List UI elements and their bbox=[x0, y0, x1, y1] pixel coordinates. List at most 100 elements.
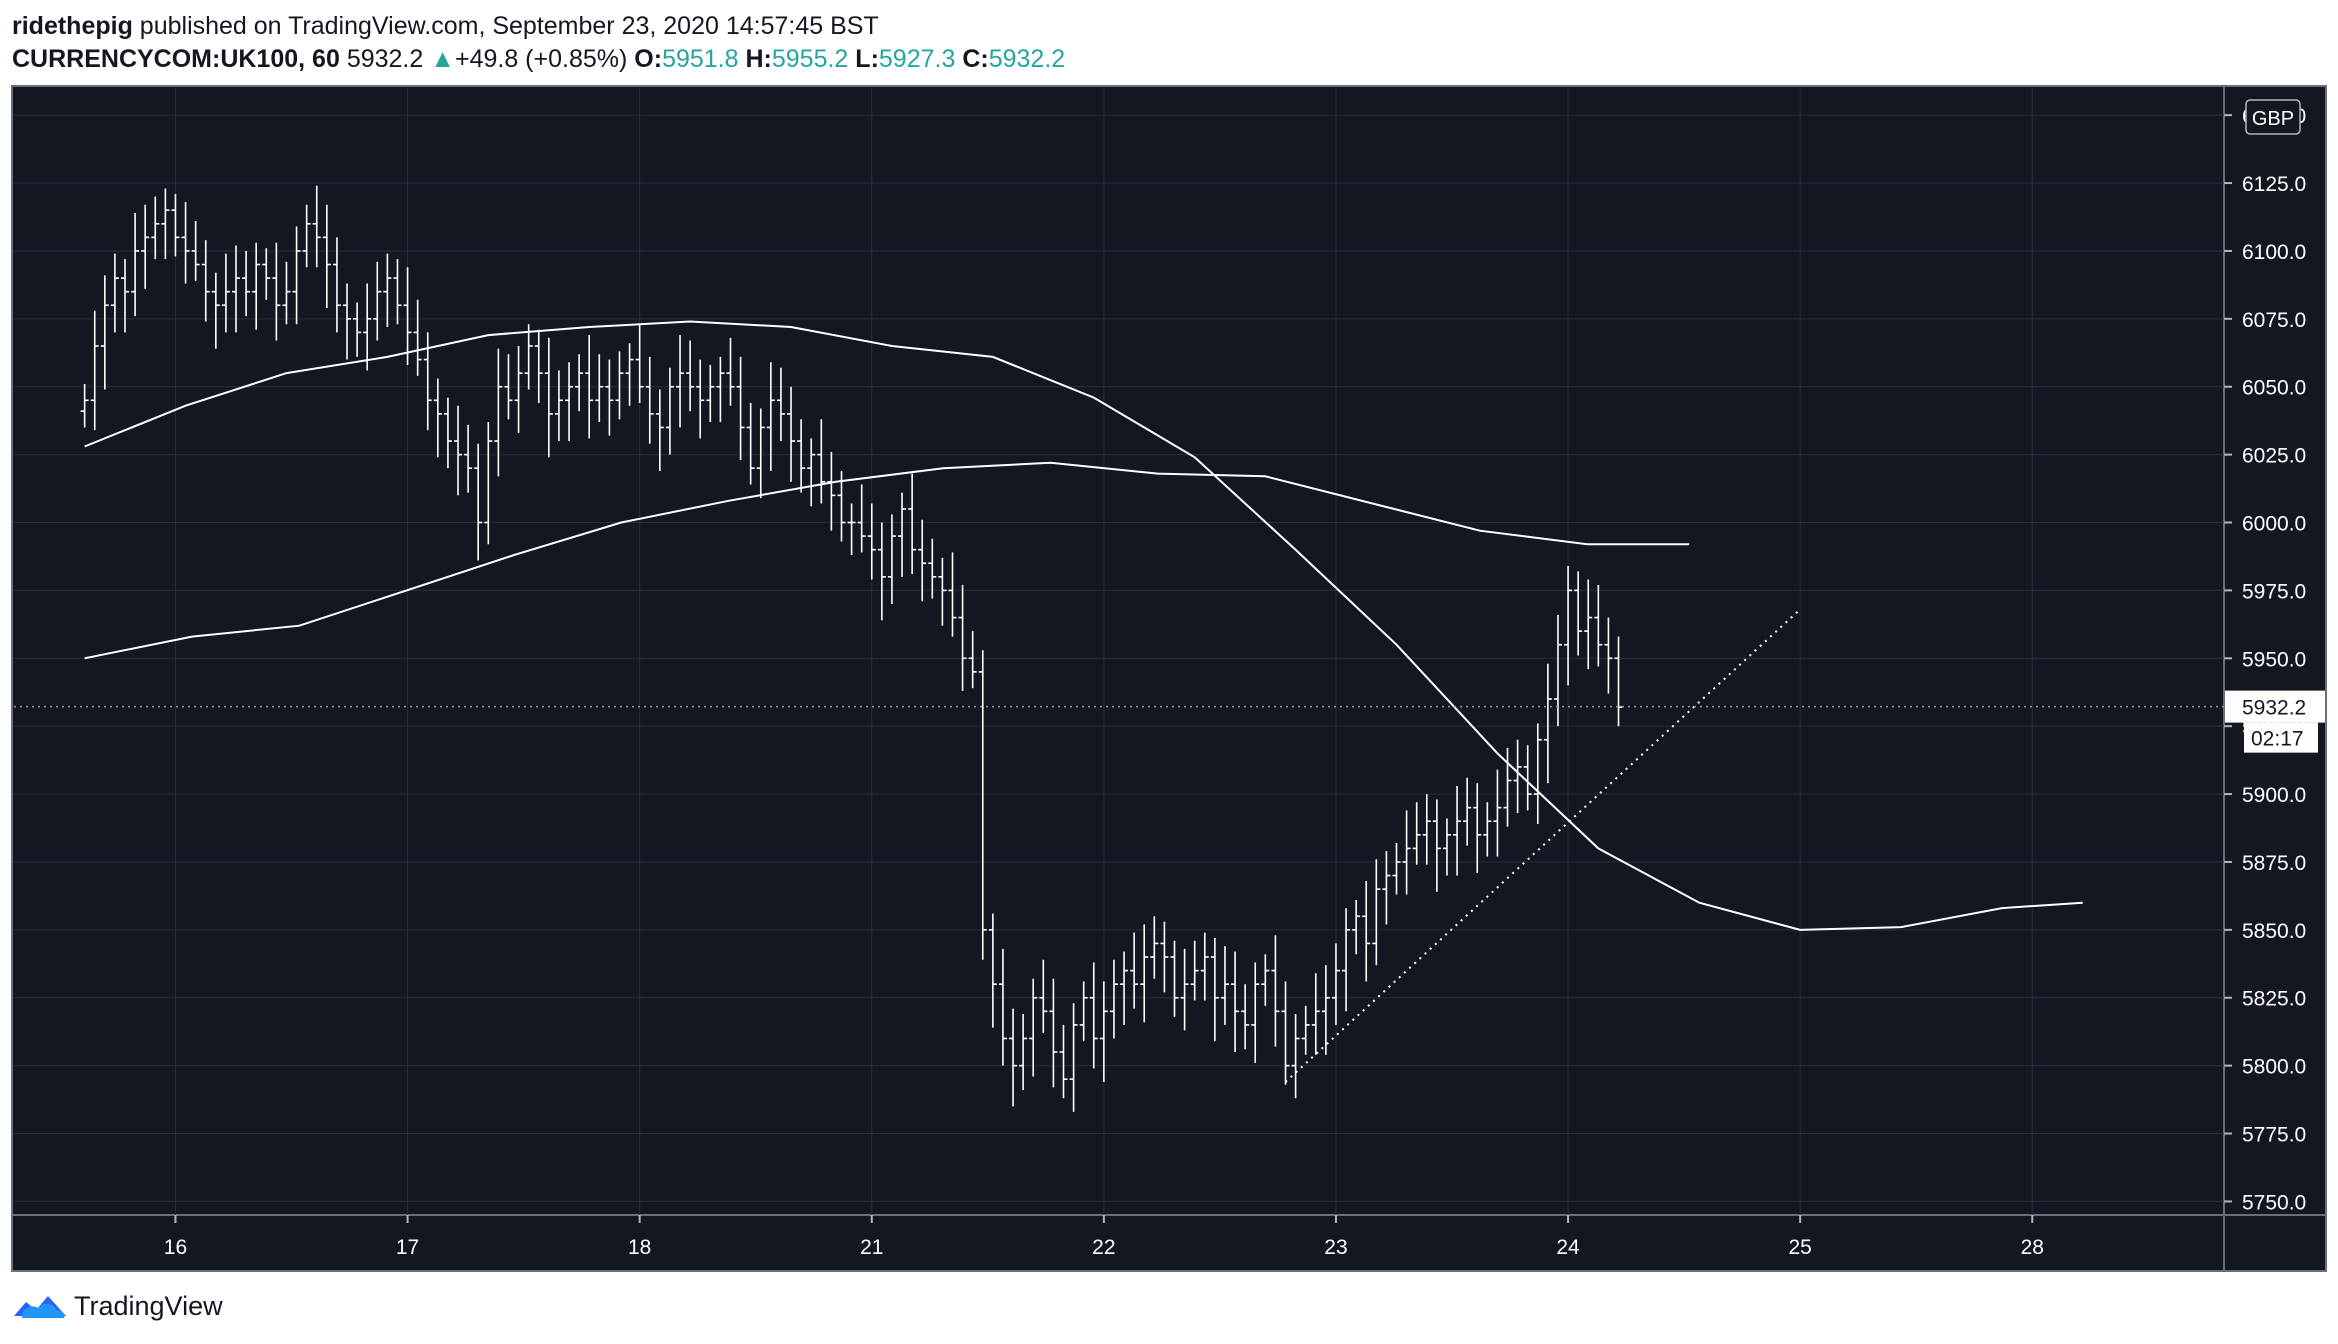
ohlc-bar bbox=[665, 367, 674, 455]
ohlc-bar bbox=[968, 631, 977, 689]
ohlc-bar bbox=[1009, 1008, 1018, 1107]
ohlc-bar bbox=[1382, 851, 1391, 925]
ohlc-bar bbox=[565, 362, 574, 442]
ohlc-bar bbox=[635, 324, 644, 404]
ohlc-bar bbox=[1453, 785, 1462, 876]
ohlc-bar bbox=[706, 364, 715, 423]
ohlc-bar bbox=[645, 356, 654, 444]
ohlc-bar bbox=[837, 470, 846, 542]
ohlc-bar bbox=[110, 253, 119, 333]
ohlc-bar bbox=[716, 356, 725, 423]
ohlc-bar bbox=[877, 522, 886, 621]
ohlc-bar bbox=[1180, 948, 1189, 1031]
author-name[interactable]: ridethepig bbox=[12, 12, 133, 40]
ohlc-bar bbox=[1059, 1024, 1068, 1099]
grid bbox=[12, 86, 2326, 1271]
ohlc-bar bbox=[1473, 783, 1482, 873]
ohlc-bar bbox=[1079, 981, 1088, 1042]
ohlc-bar bbox=[928, 538, 937, 599]
time-axis[interactable]: 16 17 18 21 22 23 24 25 28 bbox=[164, 1215, 2044, 1259]
tradingview-logo-icon bbox=[14, 1296, 66, 1318]
ohlc-bar bbox=[1029, 978, 1038, 1077]
price-axis[interactable]: 6150.06125.06100.06075.06050.06025.06000… bbox=[2224, 99, 2325, 1214]
ohlc-bar bbox=[1160, 921, 1169, 993]
ohlc-bar bbox=[1574, 571, 1583, 656]
ohlc-bar bbox=[776, 367, 785, 442]
y-tick-label: 5775.0 bbox=[2242, 1124, 2306, 1147]
ohlc-bar bbox=[887, 514, 896, 604]
x-tick-label: 23 bbox=[1324, 1236, 1347, 1259]
ohlc-bar bbox=[655, 389, 664, 471]
ohlc-bar bbox=[211, 272, 220, 349]
ohlc-bar bbox=[232, 245, 241, 333]
ohlc-bar bbox=[252, 242, 261, 330]
ohlc-bar bbox=[1594, 584, 1603, 667]
symbol-name[interactable]: CURRENCYCOM:UK100, 60 bbox=[12, 45, 340, 73]
y-tick-label: 6050.0 bbox=[2242, 377, 2306, 400]
x-tick-label: 21 bbox=[860, 1236, 883, 1259]
ohlc-bar bbox=[443, 397, 452, 469]
ohlc-bar bbox=[1019, 1014, 1028, 1091]
ohlc-bar bbox=[1432, 799, 1441, 892]
ohlc-bar bbox=[514, 345, 523, 433]
y-tick-label: 6000.0 bbox=[2242, 513, 2306, 536]
ohlc-bar bbox=[131, 212, 140, 317]
low-value: 5927.3 bbox=[878, 45, 956, 73]
ohlc-bar bbox=[433, 378, 442, 458]
ohlc-bar bbox=[272, 242, 281, 341]
ohlc-bar bbox=[1463, 777, 1472, 846]
ohlc-bar bbox=[918, 519, 927, 602]
ohlc-bar bbox=[262, 248, 271, 300]
ohlc-bar bbox=[494, 348, 503, 477]
ohlc-bar bbox=[454, 405, 463, 496]
moving-average-fast bbox=[84, 320, 2083, 931]
ohlc-bar bbox=[1442, 818, 1451, 876]
ohlc-bar bbox=[908, 473, 917, 575]
footer-brand[interactable]: TradingView bbox=[12, 1290, 223, 1322]
x-tick-label: 22 bbox=[1092, 1236, 1115, 1259]
ohlc-bar bbox=[1291, 1014, 1300, 1099]
ohlc-bar bbox=[1493, 769, 1502, 857]
ohlc-bar bbox=[292, 226, 301, 325]
countdown-box bbox=[2244, 722, 2318, 753]
ohlc-bar bbox=[353, 302, 362, 357]
ohlc-bars bbox=[80, 185, 1623, 1112]
ohlc-bar bbox=[554, 370, 563, 442]
ohlc-bar bbox=[302, 204, 311, 268]
ohlc-bar bbox=[1140, 924, 1149, 1023]
ohlc-bar bbox=[857, 484, 866, 553]
ohlc-bar bbox=[625, 343, 634, 406]
symbol-ohlc-line: CURRENCYCOM:UK100, 60 5932.2 ▲+49.8 (+0.… bbox=[12, 42, 1065, 76]
ohlc-bar bbox=[1241, 984, 1250, 1050]
high-label: H: bbox=[745, 45, 772, 73]
ohlc-bar bbox=[121, 259, 130, 333]
trendline bbox=[1284, 608, 1801, 1083]
x-tick-label: 28 bbox=[2021, 1236, 2044, 1259]
ohlc-bar bbox=[1170, 940, 1179, 1017]
ohlc-bar bbox=[484, 422, 493, 545]
ohlc-bar bbox=[1584, 579, 1593, 670]
ohlc-bar bbox=[676, 335, 685, 428]
ohlc-bar bbox=[595, 354, 604, 423]
ohlc-bar bbox=[1231, 951, 1240, 1053]
ohlc-bar bbox=[988, 913, 997, 1028]
y-tick-label: 6125.0 bbox=[2242, 173, 2306, 196]
ohlc-bar bbox=[797, 419, 806, 493]
last-price: 5932.2 bbox=[346, 45, 424, 73]
ohlc-bar bbox=[141, 204, 150, 289]
ohlc-bar bbox=[817, 419, 826, 504]
countdown-label: 02:17 bbox=[2251, 728, 2304, 751]
ohlc-bar bbox=[1089, 962, 1098, 1069]
ohlc-bar bbox=[938, 557, 947, 626]
x-tick-label: 25 bbox=[1788, 1236, 1811, 1259]
moving-averages bbox=[84, 320, 2083, 931]
ohlc-bar bbox=[766, 362, 775, 471]
up-arrow-icon: ▲ bbox=[430, 45, 455, 73]
ohlc-bar bbox=[1362, 880, 1371, 982]
ohlc-bar bbox=[1099, 981, 1108, 1082]
ohlc-bar bbox=[1483, 802, 1492, 857]
ohlc-bar bbox=[1372, 859, 1381, 966]
ohlc-bar bbox=[1039, 959, 1048, 1034]
ohlc-bar bbox=[181, 202, 190, 284]
